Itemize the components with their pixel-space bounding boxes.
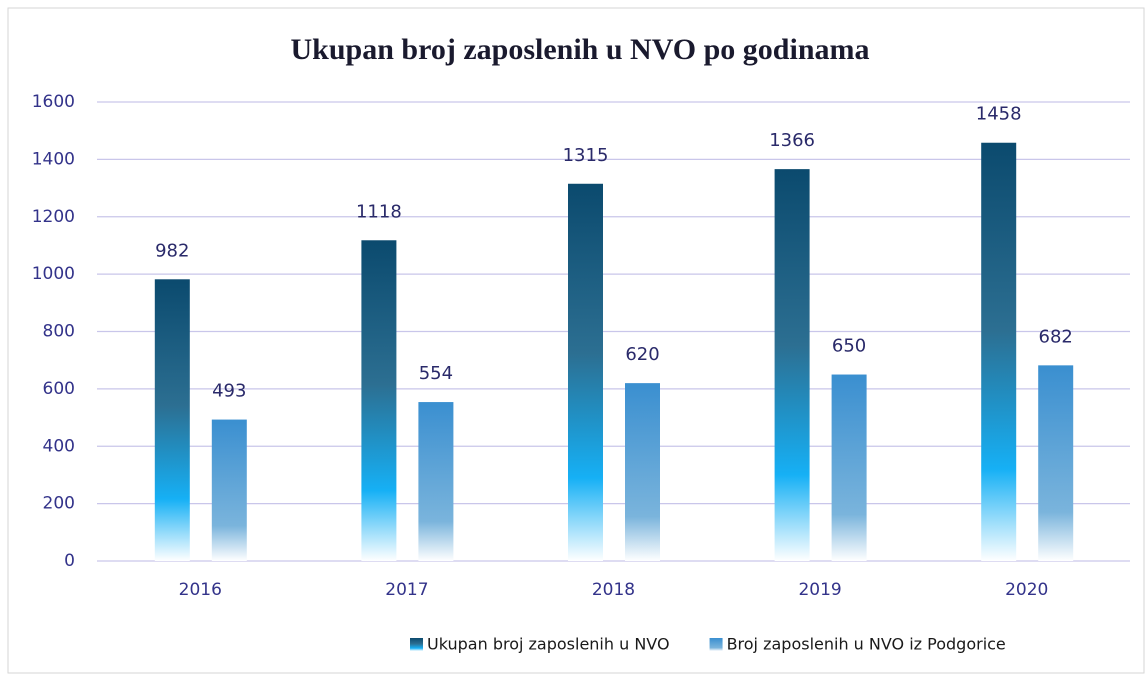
data-label: 554 [419,363,453,384]
bar [361,240,397,561]
bar [981,142,1017,561]
y-tick-label: 1400 [32,149,75,169]
bar [568,183,603,561]
x-tick-label: 2018 [592,580,635,600]
y-tick-label: 600 [43,379,75,399]
legend-swatch [709,638,723,651]
data-label: 982 [155,240,189,261]
bar [774,169,810,561]
data-label: 1458 [976,104,1022,125]
x-tick-label: 2017 [385,580,428,600]
y-tick-label: 1000 [32,264,75,284]
legend-label: Ukupan broj zaposlenih u NVO [427,635,670,654]
data-label: 650 [832,336,866,357]
y-tick-label: 1600 [32,92,75,112]
x-tick-label: 2016 [179,580,222,600]
y-tick-label: 400 [43,436,75,456]
y-tick-label: 200 [43,494,75,514]
bar [831,374,867,561]
bar [154,279,190,561]
y-tick-label: 0 [64,551,75,571]
data-label: 1315 [563,145,609,166]
bar [211,419,247,561]
bar [418,402,454,561]
data-label: 1118 [356,201,402,222]
x-tick-label: 2019 [798,580,841,600]
x-tick-label: 2020 [1005,580,1048,600]
y-tick-label: 800 [43,322,75,342]
data-label: 1366 [769,130,815,151]
data-label: 493 [212,381,246,402]
bar [625,383,660,561]
legend-label: Broj zaposlenih u NVO iz Podgorice [727,635,1006,654]
legend-swatch [410,638,423,651]
chart-title: Ukupan broj zaposlenih u NVO po godinama [290,33,869,66]
bar [1038,365,1074,561]
y-tick-label: 1200 [32,207,75,227]
data-label: 620 [625,344,659,365]
data-label: 682 [1039,326,1073,347]
